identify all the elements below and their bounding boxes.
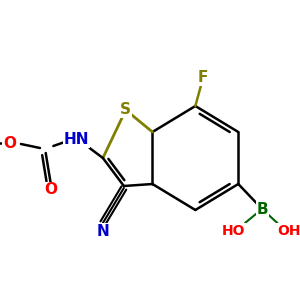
Text: HN: HN (64, 133, 89, 148)
Text: HO: HO (222, 224, 245, 238)
Text: B: B (256, 202, 268, 217)
Text: F: F (198, 70, 208, 86)
Text: S: S (120, 103, 131, 118)
Text: OH: OH (277, 224, 300, 238)
Text: O: O (3, 136, 16, 151)
Text: N: N (97, 224, 109, 238)
Text: O: O (44, 182, 57, 197)
